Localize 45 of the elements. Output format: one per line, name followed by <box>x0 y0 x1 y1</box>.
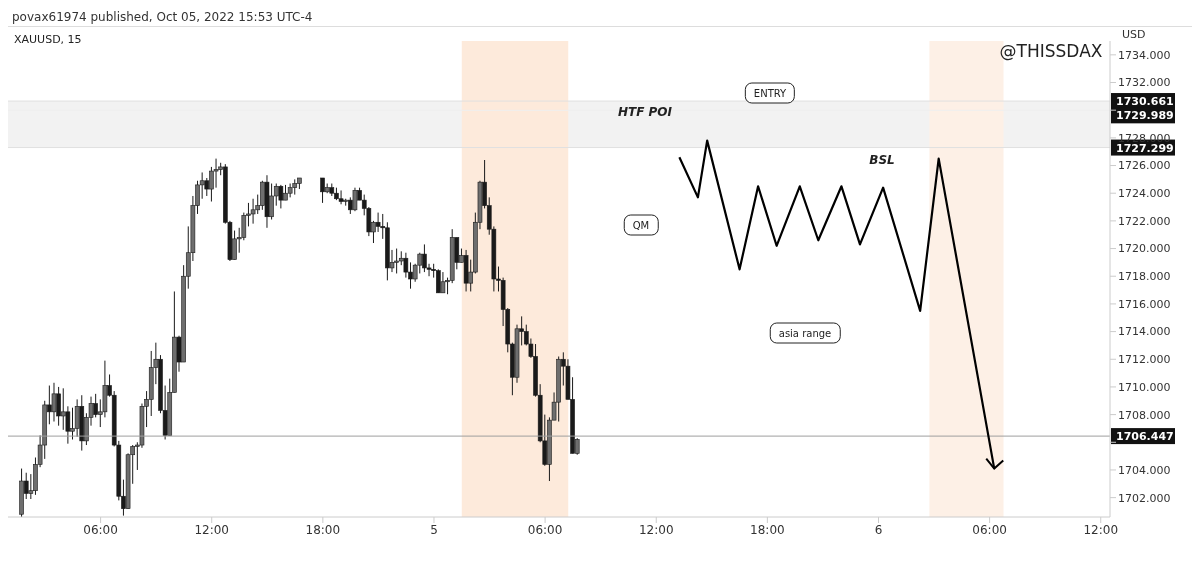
x-tick-label: 5 <box>430 522 438 537</box>
ref-line-label: 1730.661 <box>1116 95 1174 109</box>
line-series <box>678 139 996 470</box>
x-tick-label: 18:00 <box>750 522 785 537</box>
candlestick <box>320 177 325 204</box>
y-tick-label: 1716.000 <box>1118 297 1171 311</box>
annotation: ENTRY <box>744 82 796 104</box>
x-tick-label: 06:00 <box>83 522 118 537</box>
y-axis-title: USD <box>1122 28 1146 41</box>
candlestick <box>338 189 344 205</box>
y-tick-label: 1704.000 <box>1118 463 1171 477</box>
x-tick-label: 06:00 <box>972 522 1007 537</box>
candlestick <box>440 271 446 294</box>
annotation: asia range <box>769 322 841 344</box>
ref-line-label: 1729.989 <box>1116 109 1174 123</box>
ref-line-label: 1706.447 <box>1116 430 1174 444</box>
candlestick <box>74 398 80 438</box>
chart-subtitle: povax61974 published, Oct 05, 2022 15:53 UTC-4 <box>8 8 1192 27</box>
y-tick-label: 1722.000 <box>1118 214 1171 228</box>
annotation: HTF POI <box>617 105 673 119</box>
y-tick-label: 1720.000 <box>1118 242 1171 256</box>
x-tick-label: 12:00 <box>194 522 230 537</box>
y-tick-label: 1712.000 <box>1118 353 1171 367</box>
ref-line-label: 1727.299 <box>1116 141 1174 155</box>
candlestick <box>352 187 358 212</box>
x-tick-label: 12:00 <box>1083 522 1119 537</box>
y-tick-label: 1710.000 <box>1118 380 1171 394</box>
annotation: QM <box>623 214 659 236</box>
x-tick-label: 18:00 <box>305 522 341 537</box>
annotation: @THISSDAX <box>999 41 1103 61</box>
candlestick <box>51 382 57 423</box>
x-tick-label: 12:00 <box>638 522 674 537</box>
y-tick-label: 1732.000 <box>1118 76 1171 90</box>
y-tick-label: 1726.000 <box>1118 159 1171 173</box>
candlestick <box>250 198 256 225</box>
annotation: BSL <box>869 153 895 167</box>
y-tick-label: 1708.000 <box>1118 408 1171 422</box>
y-tick-label: 1714.000 <box>1118 325 1171 339</box>
y-tick-label: 1724.000 <box>1118 187 1171 201</box>
y-tick-label: 1718.000 <box>1118 270 1171 284</box>
y-tick-label: 1702.000 <box>1118 491 1171 505</box>
chart-title: XAUUSD, 15 <box>14 33 82 46</box>
x-tick-label: 6 <box>874 522 883 537</box>
x-tick-label: 06:00 <box>527 522 563 537</box>
y-tick-label: 1734.000 <box>1118 48 1171 62</box>
